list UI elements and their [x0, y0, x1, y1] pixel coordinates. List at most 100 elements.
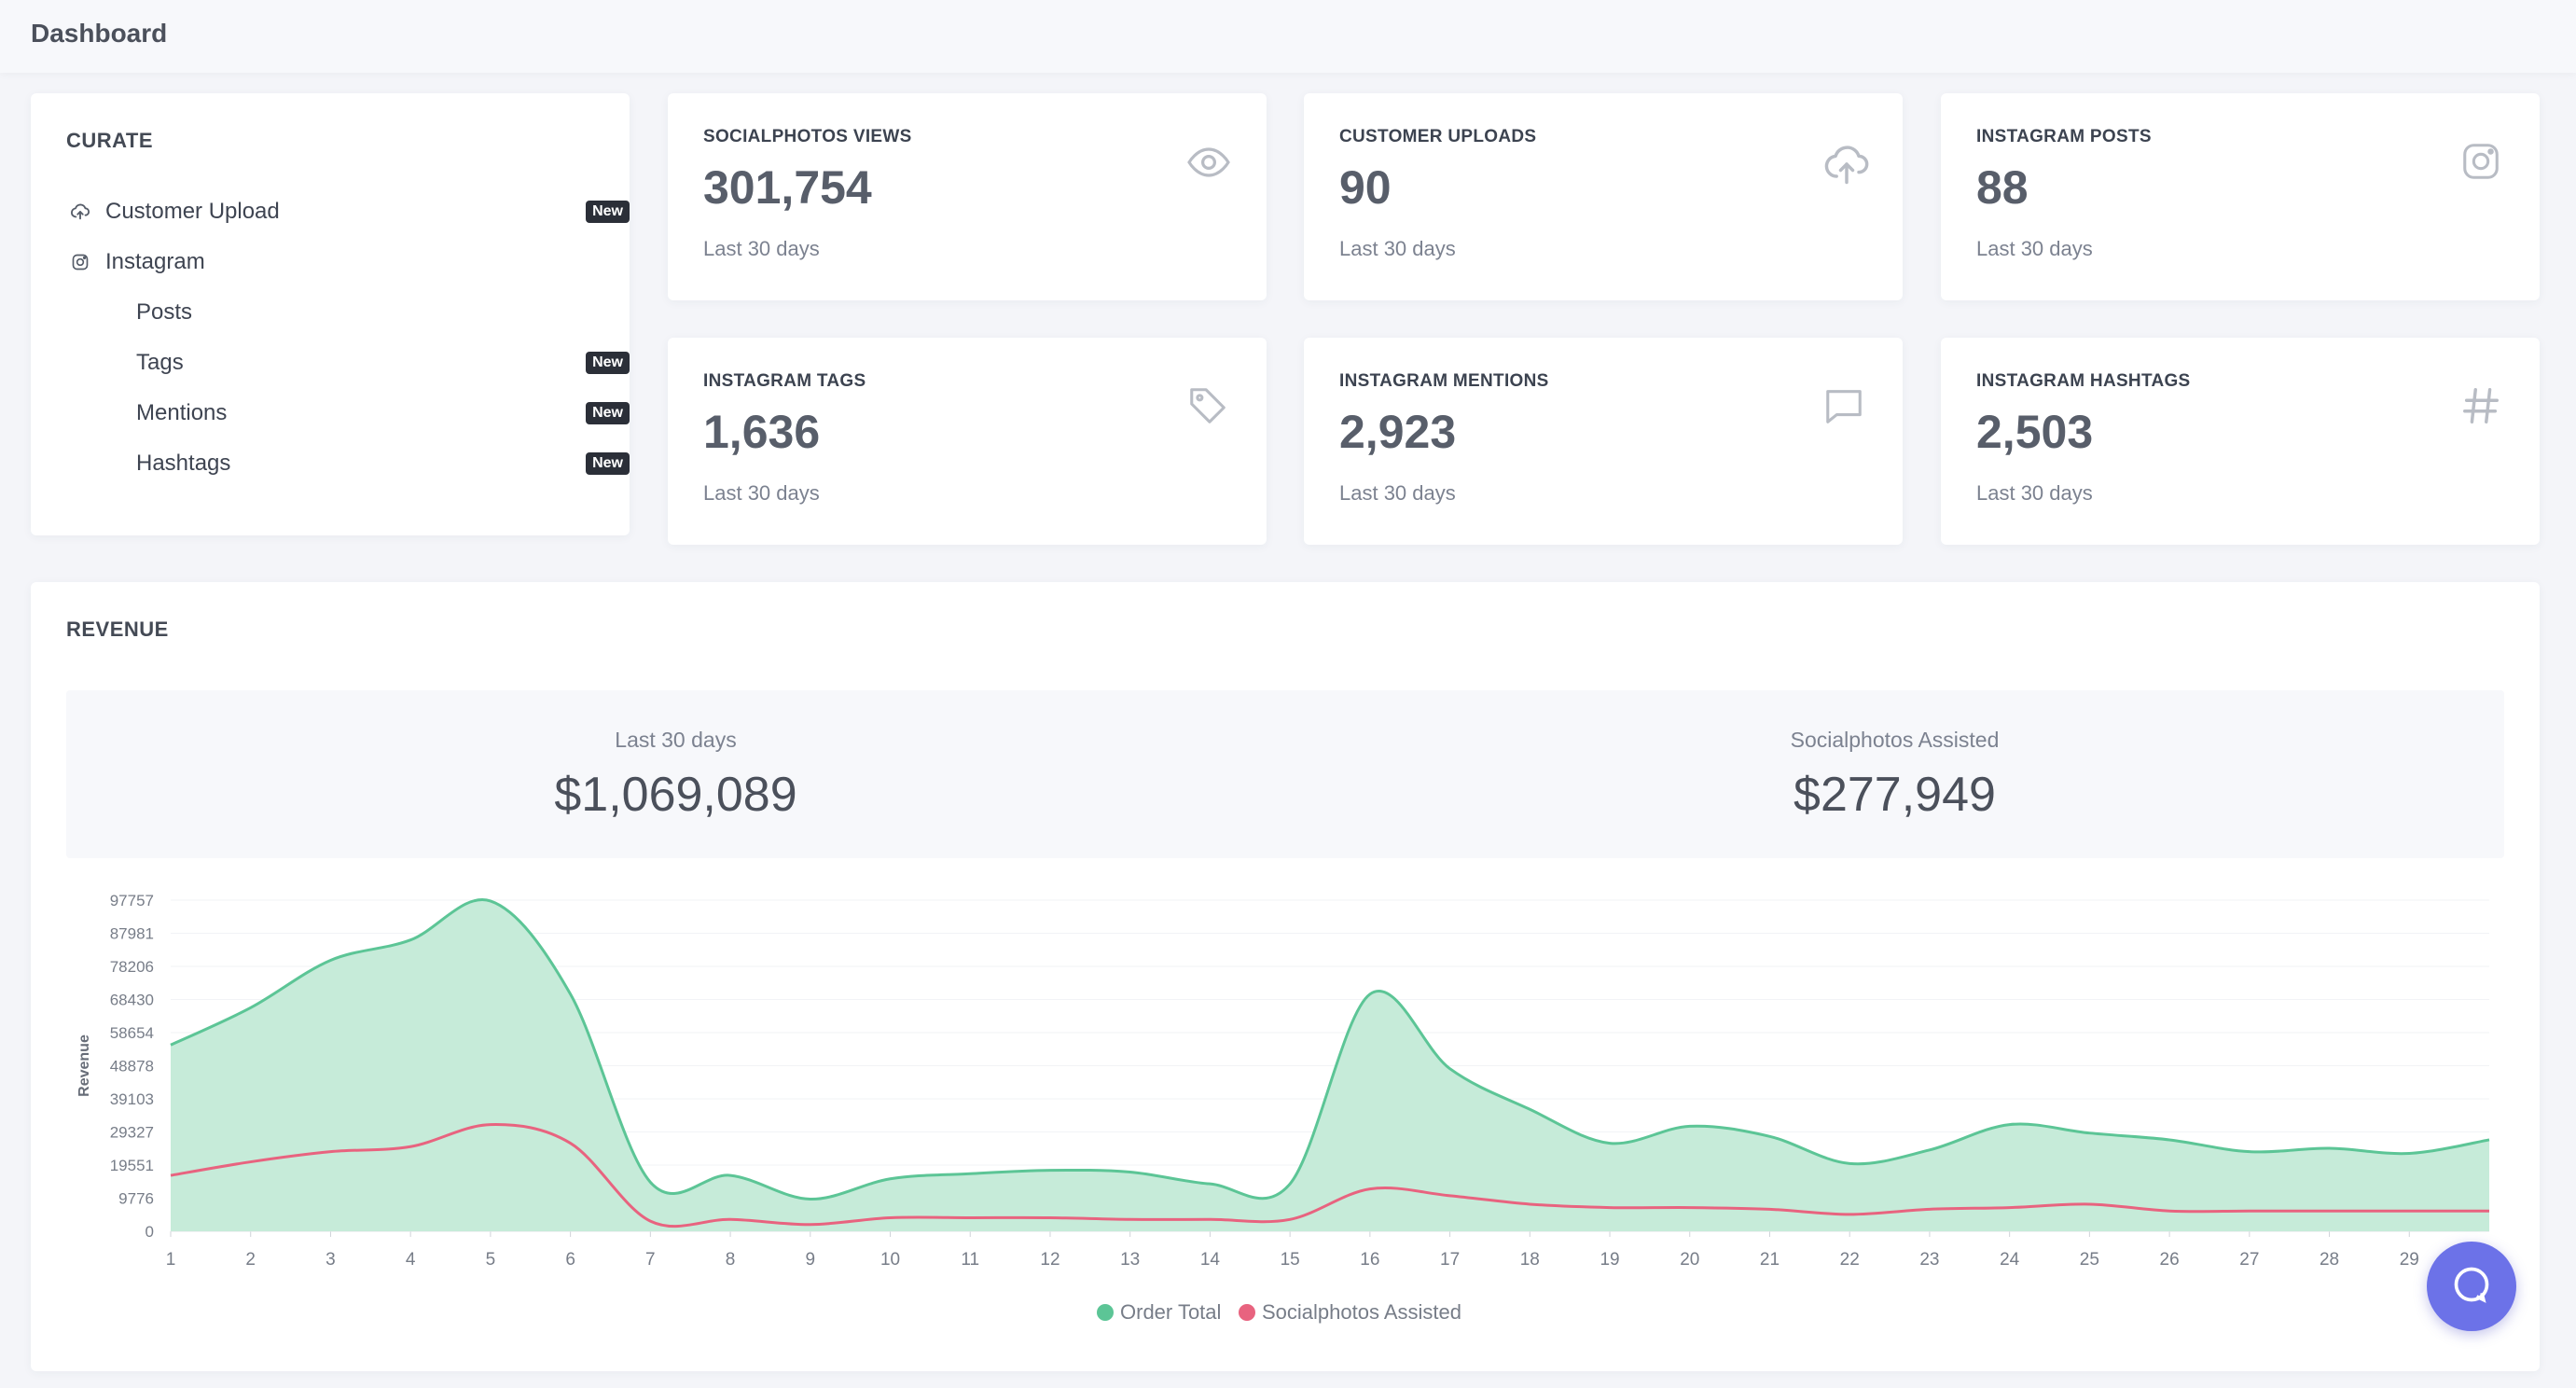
revenue-socialphotos-assisted: Socialphotos Assisted $277,949 — [1285, 690, 2504, 858]
revenue-last-30-days: Last 30 days $1,069,089 — [66, 690, 1285, 858]
new-badge: New — [586, 201, 630, 223]
stat-period: Last 30 days — [1339, 481, 1456, 505]
legend-label: Socialphotos Assisted — [1262, 1300, 1461, 1324]
instagram-icon — [66, 248, 94, 276]
stat-period: Last 30 days — [1976, 481, 2093, 505]
x-tick-label: 3 — [325, 1250, 336, 1270]
x-tick-label: 24 — [2000, 1250, 2020, 1270]
curate-card: CURATE Customer Upload New Instagram Pos… — [31, 93, 630, 535]
series-line-order-total — [170, 897, 2490, 1201]
chat-help-icon — [2451, 1264, 2492, 1310]
curate-item-tags[interactable]: Tags New — [66, 338, 630, 388]
x-tick-label: 6 — [565, 1250, 575, 1270]
cloud-upload-icon — [66, 198, 94, 226]
x-tick-label: 27 — [2239, 1250, 2259, 1270]
x-tick-label: 17 — [1440, 1250, 1460, 1270]
revenue-summary-label: Last 30 days — [615, 728, 737, 752]
revenue-summary-label: Socialphotos Assisted — [1790, 728, 2000, 752]
x-tick-label: 2 — [245, 1250, 256, 1270]
x-tick-label: 7 — [645, 1250, 656, 1270]
revenue-summary: Last 30 days $1,069,089 Socialphotos Ass… — [66, 690, 2504, 858]
x-tick-label: 28 — [2320, 1250, 2339, 1270]
curate-item-posts[interactable]: Posts — [66, 287, 630, 338]
stat-card-instagram-posts[interactable]: INSTAGRAM POSTS 88 Last 30 days — [1941, 93, 2540, 300]
curate-item-mentions[interactable]: Mentions New — [66, 388, 630, 438]
y-tick-label: 68430 — [110, 991, 154, 1008]
x-tick-label: 10 — [880, 1250, 900, 1270]
stat-label: CUSTOMER UPLOADS — [1339, 127, 1537, 146]
x-tick-label: 9 — [806, 1250, 816, 1270]
curate-item-label: Mentions — [136, 400, 228, 425]
curate-item-label: Customer Upload — [105, 199, 280, 224]
x-tick-label: 29 — [2400, 1250, 2419, 1270]
x-tick-label: 12 — [1040, 1250, 1059, 1270]
stat-period: Last 30 days — [703, 481, 820, 505]
stat-value: 1,636 — [703, 406, 821, 458]
x-tick-label: 16 — [1360, 1250, 1379, 1270]
series-line-socialphotos-assisted — [170, 1123, 2489, 1228]
x-tick-label: 20 — [1680, 1250, 1699, 1270]
page-title: Dashboard — [31, 19, 168, 48]
y-tick-label: 19551 — [110, 1157, 154, 1174]
revenue-title: REVENUE — [66, 618, 169, 641]
curate-item-label: Instagram — [105, 249, 205, 274]
top-bar: Dashboard — [0, 0, 2576, 73]
x-tick-label: 19 — [1600, 1250, 1619, 1270]
revenue-card: REVENUE Last 30 days $1,069,089 Socialph… — [31, 582, 2540, 1371]
hashtag-icon — [2459, 384, 2504, 429]
stat-label: INSTAGRAM HASHTAGS — [1976, 371, 2191, 391]
x-tick-label: 14 — [1200, 1250, 1221, 1270]
stat-value: 2,503 — [1976, 406, 2094, 458]
new-badge: New — [586, 402, 630, 424]
legend-marker — [1097, 1304, 1114, 1321]
new-badge: New — [586, 352, 630, 374]
legend-label: Order Total — [1120, 1300, 1221, 1324]
stat-card-instagram-hashtags[interactable]: INSTAGRAM HASHTAGS 2,503 Last 30 days — [1941, 338, 2540, 545]
x-tick-label: 21 — [1760, 1250, 1780, 1270]
revenue-summary-value: $1,069,089 — [554, 768, 797, 822]
curate-item-label: Posts — [136, 299, 193, 325]
y-tick-label: 87981 — [110, 925, 154, 943]
stat-value: 88 — [1976, 161, 2029, 214]
y-tick-label: 9776 — [118, 1189, 154, 1207]
curate-item-instagram[interactable]: Instagram — [66, 237, 630, 287]
curate-item-hashtags[interactable]: Hashtags New — [66, 438, 630, 489]
x-tick-label: 11 — [961, 1250, 979, 1270]
stat-card-customer-uploads[interactable]: CUSTOMER UPLOADS 90 Last 30 days — [1304, 93, 1903, 300]
x-tick-label: 15 — [1281, 1250, 1300, 1270]
curate-title: CURATE — [66, 129, 154, 152]
x-tick-label: 26 — [2160, 1250, 2180, 1270]
y-tick-label: 97757 — [110, 892, 154, 909]
stat-card-instagram-tags[interactable]: INSTAGRAM TAGS 1,636 Last 30 days — [668, 338, 1267, 545]
stat-card-instagram-mentions[interactable]: INSTAGRAM MENTIONS 2,923 Last 30 days — [1304, 338, 1903, 545]
revenue-summary-value: $277,949 — [1794, 768, 1996, 822]
x-tick-label: 23 — [1919, 1250, 1939, 1270]
cloud-upload-icon — [1822, 140, 1869, 185]
x-tick-label: 18 — [1520, 1250, 1540, 1270]
stat-value: 90 — [1339, 161, 1392, 214]
curate-item-label: Hashtags — [136, 451, 231, 476]
stat-label: INSTAGRAM TAGS — [703, 371, 866, 391]
eye-icon — [1186, 140, 1231, 185]
curate-item-label: Tags — [136, 350, 184, 375]
new-badge: New — [586, 452, 630, 475]
help-chat-button[interactable] — [2427, 1242, 2516, 1331]
x-tick-label: 22 — [1840, 1250, 1860, 1270]
stat-card-socialphotos-views[interactable]: SOCIALPHOTOS VIEWS 301,754 Last 30 days — [668, 93, 1267, 300]
x-tick-label: 4 — [406, 1250, 416, 1270]
x-tick-label: 5 — [486, 1250, 496, 1270]
stat-value: 2,923 — [1339, 406, 1457, 458]
stat-period: Last 30 days — [1339, 237, 1456, 260]
stat-label: INSTAGRAM MENTIONS — [1339, 371, 1549, 391]
x-tick-label: 8 — [726, 1250, 736, 1270]
stat-period: Last 30 days — [1976, 237, 2093, 260]
curate-item-customer-upload[interactable]: Customer Upload New — [66, 187, 630, 237]
y-tick-label: 58654 — [110, 1024, 154, 1042]
revenue-chart: 0977619551293273910348878586546843078206… — [76, 892, 2490, 1324]
y-axis-label: Revenue — [76, 1034, 92, 1097]
legend-marker — [1239, 1304, 1255, 1321]
instagram-icon — [2459, 140, 2504, 185]
y-tick-label: 0 — [145, 1223, 154, 1241]
y-tick-label: 29327 — [110, 1124, 154, 1142]
series-area-order-total — [171, 899, 2489, 1231]
